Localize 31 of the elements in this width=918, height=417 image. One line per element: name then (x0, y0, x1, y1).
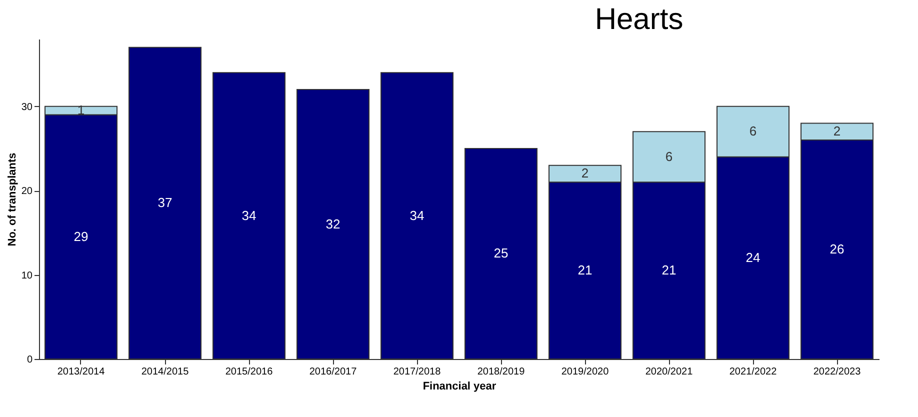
data-label: 25 (494, 246, 508, 261)
y-tick-label: 20 (21, 186, 33, 198)
data-label: 37 (158, 195, 172, 210)
data-label: 6 (749, 124, 757, 139)
x-tick-label: 2016/2017 (309, 366, 358, 378)
data-label: 32 (326, 216, 340, 232)
x-tick-label: 2017/2018 (393, 366, 442, 378)
data-label: 24 (746, 250, 760, 265)
x-tick-label: 2022/2023 (813, 366, 862, 378)
data-label: 21 (578, 262, 592, 278)
y-tick-label: 0 (26, 354, 33, 366)
data-label: 6 (665, 148, 673, 164)
y-tick-label: 10 (21, 270, 33, 282)
data-label: 2 (581, 166, 589, 181)
data-label: 21 (662, 262, 676, 278)
x-tick-label: 2015/2016 (225, 366, 274, 378)
x-axis-title: Financial year (422, 380, 497, 392)
x-tick-label: 2021/2022 (729, 366, 778, 378)
data-label: 2 (833, 124, 841, 139)
chart-title: Hearts (594, 3, 684, 36)
x-tick-label: 2020/2021 (645, 366, 694, 378)
x-tick-label: 2019/2020 (561, 366, 610, 378)
x-tick-label: 2018/2019 (477, 366, 526, 378)
data-label: 29 (74, 228, 88, 244)
data-label: 26 (830, 242, 844, 257)
y-tick-label: 30 (21, 102, 33, 113)
y-axis-title: No. of transplants (6, 152, 18, 246)
x-tick-label: 2013/2014 (57, 366, 106, 378)
x-tick-label: 2014/2015 (141, 366, 190, 378)
data-label: 34 (410, 208, 424, 223)
data-label: 34 (242, 208, 256, 223)
